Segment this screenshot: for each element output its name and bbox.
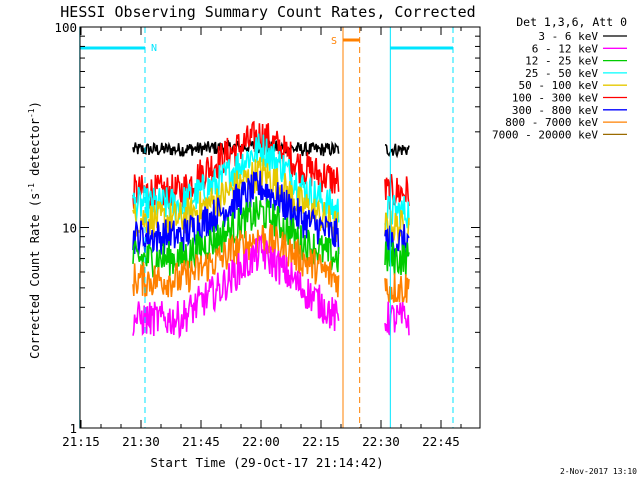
y-tick-label-1: 10 (62, 221, 77, 236)
series-line-3-6kev-seg1 (384, 143, 410, 159)
timestamp: 2-Nov-2017 13:10 (560, 467, 637, 476)
axis-layer: 21:15 21:30 21:45 22:00 22:15 22:30 22:45 1 10 10… (54, 20, 480, 449)
night-label: N (151, 43, 157, 54)
legend-label-6: 300 - 800 keV (512, 104, 598, 117)
x-tick-label-0: 21:15 (62, 434, 100, 449)
legend-label-2: 12 - 25 keV (525, 55, 598, 68)
legend-label-3: 25 - 50 keV (525, 67, 598, 80)
x-tick-label-3: 22:00 (242, 434, 280, 449)
series-line-25-50kev-seg0 (132, 133, 340, 223)
series-line-800-7000kev-seg0 (132, 223, 340, 298)
y-axis-label: Corrected Count Rate (s-1 detector-1) (27, 101, 42, 359)
chart-title: HESSI Observing Summary Count Rates, Cor… (60, 3, 475, 21)
legend-label-0: 3 - 6 keV (538, 30, 598, 43)
saa-label: S (331, 36, 337, 47)
x-tick-label-6: 22:45 (422, 434, 460, 449)
legend-label-1: 6 - 12 keV (532, 42, 599, 55)
x-tick-label-1: 21:30 (122, 434, 160, 449)
series-line-25-50kev-seg1 (384, 194, 410, 230)
y-tick-label-0: 1 (69, 421, 77, 436)
legend-label-8: 7000 - 20000 keV (492, 128, 598, 141)
x-tick-label-5: 22:30 (362, 434, 400, 449)
series-line-300-800kev-seg0 (132, 170, 340, 255)
series-line-12-25kev-seg1 (384, 241, 410, 277)
series-line-800-7000kev-seg1 (384, 273, 410, 304)
legend-header: Det 1,3,6, Att 0 (516, 15, 627, 29)
series-line-6-12kev-seg0 (132, 233, 340, 340)
legend-label-5: 100 - 300 keV (512, 92, 598, 105)
x-tick-label-2: 21:45 (182, 434, 220, 449)
legend-label-7: 800 - 7000 keV (505, 116, 598, 129)
y-tick-label-2: 100 (54, 20, 77, 35)
legend-label-4: 50 - 100 keV (519, 79, 599, 92)
series-line-6-12kev-seg1 (384, 301, 410, 337)
series-layer (132, 120, 410, 340)
annotation-layer: NS (79, 27, 454, 428)
x-tick-label-4: 22:15 (302, 434, 340, 449)
x-axis-label: Start Time (29-Oct-17 21:14:42) (150, 455, 383, 470)
